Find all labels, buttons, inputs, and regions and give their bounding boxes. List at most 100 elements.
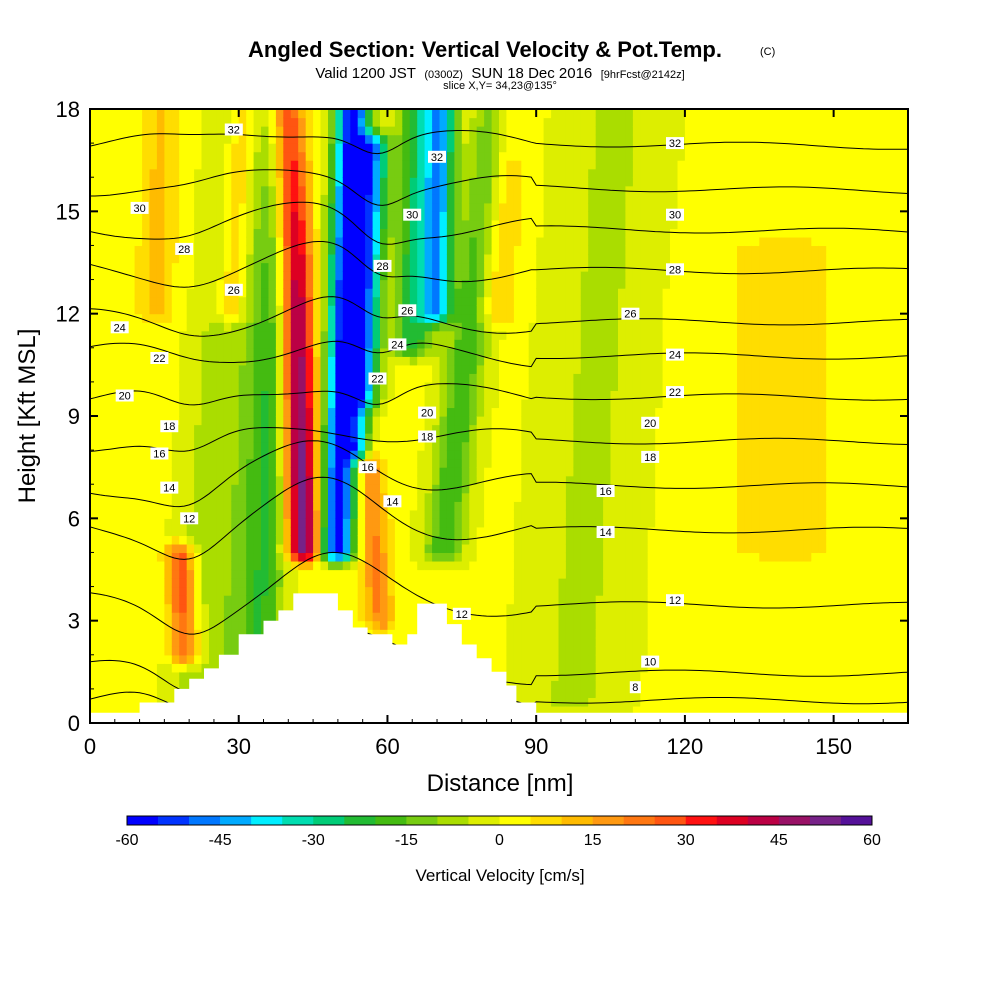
velocity-cell xyxy=(216,330,225,340)
velocity-cell xyxy=(171,236,180,247)
velocity-cell xyxy=(476,322,485,332)
velocity-cell xyxy=(201,450,210,460)
velocity-cell xyxy=(134,177,143,187)
velocity-cell xyxy=(134,228,143,238)
velocity-cell xyxy=(261,330,270,340)
velocity-cell xyxy=(499,236,508,247)
velocity-cell xyxy=(119,339,128,349)
velocity-cell xyxy=(432,595,441,605)
velocity-cell xyxy=(179,364,188,374)
velocity-cell xyxy=(238,347,247,357)
velocity-cell xyxy=(394,296,403,306)
velocity-cell xyxy=(528,296,537,306)
velocity-cell xyxy=(513,313,522,323)
velocity-cell xyxy=(149,364,158,374)
velocity-cell xyxy=(551,450,560,460)
velocity-cell xyxy=(149,561,158,571)
velocity-cell xyxy=(595,151,604,161)
velocity-cell xyxy=(484,356,493,366)
velocity-cell xyxy=(134,688,143,699)
velocity-cell xyxy=(551,705,560,716)
velocity-cell xyxy=(119,416,128,426)
velocity-cell xyxy=(543,603,552,613)
velocity-cell xyxy=(469,117,478,127)
velocity-cell xyxy=(528,475,537,485)
velocity-cell xyxy=(223,322,232,332)
velocity-cell xyxy=(484,373,493,383)
velocity-cell xyxy=(432,492,441,502)
velocity-cell xyxy=(595,279,604,289)
velocity-cell xyxy=(268,160,277,170)
velocity-cell xyxy=(506,211,515,221)
velocity-cell xyxy=(209,518,218,528)
velocity-cell xyxy=(186,646,195,656)
velocity-cell xyxy=(543,126,552,136)
velocity-cell xyxy=(476,202,485,212)
velocity-cell xyxy=(543,620,552,630)
velocity-cell xyxy=(194,245,203,255)
velocity-cell xyxy=(194,586,203,596)
velocity-cell xyxy=(394,458,403,468)
velocity-cell xyxy=(305,552,314,562)
velocity-cell xyxy=(298,168,307,178)
velocity-cell xyxy=(268,194,277,204)
velocity-cell xyxy=(454,407,463,417)
velocity-cell xyxy=(595,211,604,221)
velocity-cell xyxy=(156,134,165,144)
velocity-cell xyxy=(484,569,493,579)
velocity-cell xyxy=(97,347,106,357)
velocity-cell xyxy=(164,245,173,255)
velocity-cell xyxy=(499,185,508,195)
velocity-cell xyxy=(335,518,344,528)
velocity-cell xyxy=(528,398,537,409)
velocity-cell xyxy=(543,143,552,153)
velocity-cell xyxy=(283,271,292,281)
velocity-cell xyxy=(365,262,374,272)
velocity-cell xyxy=(432,509,441,519)
velocity-cell xyxy=(335,313,344,323)
velocity-cell xyxy=(380,143,389,153)
velocity-cell xyxy=(171,134,180,144)
velocity-cell xyxy=(97,612,106,622)
velocity-cell xyxy=(156,219,165,230)
velocity-cell xyxy=(580,143,589,153)
velocity-cell xyxy=(409,561,418,571)
velocity-cell xyxy=(588,236,597,247)
velocity-cell xyxy=(90,151,99,161)
velocity-cell xyxy=(290,271,299,281)
velocity-cell xyxy=(275,543,284,554)
velocity-cell xyxy=(461,356,470,366)
velocity-cell xyxy=(409,552,418,562)
velocity-cell xyxy=(528,194,537,204)
velocity-cell xyxy=(543,688,552,699)
velocity-cell xyxy=(446,416,455,426)
velocity-cell xyxy=(357,518,366,528)
velocity-cell xyxy=(335,271,344,281)
velocity-cell xyxy=(112,697,121,707)
velocity-cell xyxy=(119,629,128,639)
velocity-cell xyxy=(201,637,210,647)
velocity-cell xyxy=(283,356,292,366)
velocity-cell xyxy=(112,236,121,247)
velocity-cell xyxy=(528,245,537,255)
velocity-cell xyxy=(372,475,381,485)
velocity-cell xyxy=(506,552,515,562)
velocity-cell xyxy=(186,407,195,417)
velocity-cell xyxy=(357,202,366,212)
velocity-cell xyxy=(387,535,396,545)
velocity-cell xyxy=(231,535,240,545)
velocity-cell xyxy=(201,134,210,144)
velocity-cell xyxy=(551,535,560,545)
velocity-cell xyxy=(119,160,128,170)
velocity-cell xyxy=(186,578,195,588)
velocity-cell xyxy=(171,458,180,468)
velocity-cell xyxy=(372,330,381,340)
velocity-cell xyxy=(142,390,151,400)
velocity-cell xyxy=(372,288,381,298)
velocity-cell xyxy=(558,663,567,673)
velocity-cell xyxy=(424,390,433,400)
velocity-cell xyxy=(112,416,121,426)
velocity-cell xyxy=(164,390,173,400)
velocity-cell xyxy=(417,475,426,485)
velocity-cell xyxy=(372,535,381,545)
